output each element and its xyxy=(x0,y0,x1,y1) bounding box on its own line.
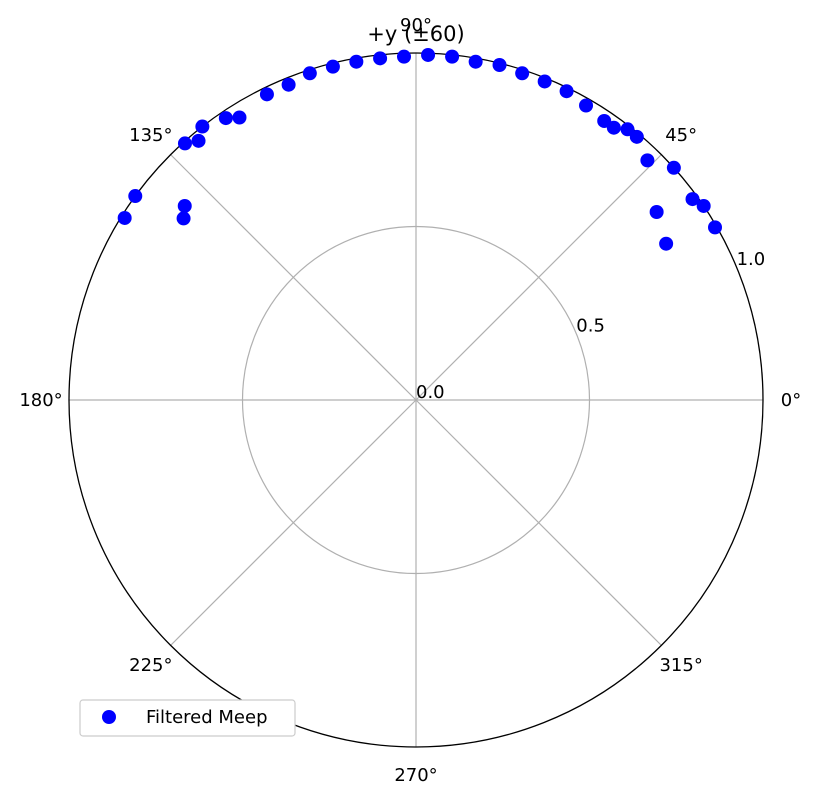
data-point xyxy=(117,210,132,225)
data-point xyxy=(579,98,594,113)
angular-gridline-3 xyxy=(170,154,417,401)
data-point xyxy=(177,198,192,213)
data-points xyxy=(117,47,723,251)
data-point xyxy=(649,205,664,220)
polar-grid xyxy=(68,52,764,748)
data-point xyxy=(259,87,274,102)
legend-box xyxy=(79,699,296,737)
data-point xyxy=(373,51,388,66)
data-point xyxy=(397,49,412,64)
data-point xyxy=(302,66,317,81)
data-point xyxy=(191,133,206,148)
data-point xyxy=(620,122,635,137)
theta-tick-label: 315° xyxy=(659,655,702,676)
theta-tick-label: 180° xyxy=(19,390,62,411)
r-tick-label: 0.0 xyxy=(416,382,445,403)
data-point xyxy=(629,129,644,144)
r-tick-label: 0.5 xyxy=(576,316,605,337)
data-point xyxy=(218,111,233,126)
data-point xyxy=(468,54,483,69)
theta-tick-label: 225° xyxy=(129,655,172,676)
chart-title: +y (±60) xyxy=(367,22,464,46)
data-point xyxy=(696,198,711,213)
theta-tick-label: 45° xyxy=(665,125,697,146)
data-point xyxy=(325,59,340,74)
angular-gridline-1 xyxy=(415,154,662,401)
r-tick-label: 1.0 xyxy=(737,249,766,270)
angular-gridline-7 xyxy=(415,399,662,646)
data-point xyxy=(640,153,655,168)
data-point xyxy=(666,160,681,175)
theta-tick-label: 90° xyxy=(400,15,432,36)
data-point xyxy=(492,57,507,72)
data-point xyxy=(659,236,674,251)
data-point xyxy=(515,66,530,81)
theta-tick-label: 0° xyxy=(781,390,801,411)
data-point xyxy=(597,113,612,128)
data-point xyxy=(537,74,552,89)
data-point xyxy=(421,47,436,62)
theta-tick-label: 135° xyxy=(129,125,172,146)
data-point xyxy=(281,77,296,92)
data-point xyxy=(708,220,723,235)
angular-gridline-5 xyxy=(170,399,417,646)
legend: Filtered Meep xyxy=(79,699,296,737)
data-point xyxy=(685,192,700,207)
tick-labels: 0° 45° 90° 135° 180° 225° 270° 315° 0.0 0.5 1.0 xyxy=(19,15,801,786)
theta-tick-label: 270° xyxy=(394,765,437,786)
polar-frame xyxy=(68,52,764,748)
data-point xyxy=(177,136,192,151)
data-point xyxy=(195,119,210,134)
legend-marker xyxy=(102,710,116,724)
legend-label: Filtered Meep xyxy=(146,707,268,728)
data-point xyxy=(128,189,143,204)
data-point xyxy=(559,84,574,99)
data-point xyxy=(349,54,364,69)
data-point xyxy=(445,49,460,64)
data-point xyxy=(232,110,247,125)
data-point xyxy=(176,211,191,226)
